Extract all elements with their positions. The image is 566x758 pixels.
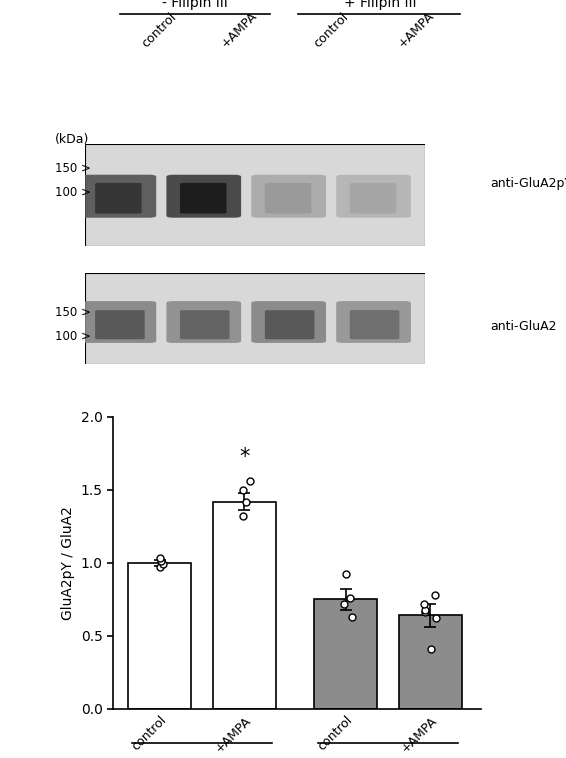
Bar: [314, 600, 378, 709]
FancyBboxPatch shape: [336, 301, 411, 343]
FancyBboxPatch shape: [82, 301, 156, 343]
Point: [419, 597, 428, 609]
Text: control: control: [139, 10, 179, 50]
Text: - Filipin III: - Filipin III: [162, 0, 228, 10]
FancyBboxPatch shape: [166, 174, 241, 218]
FancyBboxPatch shape: [265, 310, 315, 340]
Text: 100 >: 100 >: [55, 186, 91, 199]
Point: [242, 496, 251, 508]
FancyBboxPatch shape: [350, 183, 396, 214]
Point: [432, 612, 441, 625]
Point: [420, 606, 429, 619]
FancyBboxPatch shape: [180, 310, 230, 340]
Bar: [128, 562, 191, 709]
FancyBboxPatch shape: [95, 183, 142, 214]
Point: [156, 553, 165, 565]
Point: [157, 556, 166, 568]
FancyBboxPatch shape: [251, 301, 326, 343]
FancyBboxPatch shape: [85, 144, 424, 246]
Text: anti-GluA2: anti-GluA2: [490, 320, 556, 333]
Bar: [213, 502, 276, 709]
Text: anti-GluA2pY: anti-GluA2pY: [490, 177, 566, 190]
Text: *: *: [239, 446, 250, 466]
Point: [430, 589, 439, 601]
Text: +AMPA: +AMPA: [219, 9, 260, 50]
Point: [245, 475, 254, 487]
FancyBboxPatch shape: [85, 273, 424, 364]
Text: 150 >: 150 >: [55, 306, 91, 320]
FancyBboxPatch shape: [180, 183, 226, 214]
Point: [348, 611, 357, 623]
FancyBboxPatch shape: [350, 310, 400, 340]
FancyBboxPatch shape: [251, 174, 326, 218]
Text: 100 >: 100 >: [55, 330, 91, 343]
FancyBboxPatch shape: [336, 174, 411, 218]
Text: 150 >: 150 >: [55, 161, 91, 174]
Y-axis label: GluA2pY / GluA2: GluA2pY / GluA2: [61, 506, 75, 620]
Point: [158, 558, 167, 570]
Text: control: control: [311, 10, 351, 50]
FancyBboxPatch shape: [82, 174, 156, 218]
Bar: [398, 615, 462, 709]
Point: [342, 568, 351, 581]
Point: [427, 643, 436, 655]
Point: [420, 603, 429, 615]
Point: [345, 592, 354, 604]
Text: + Filipin III: + Filipin III: [344, 0, 416, 10]
Text: (kDa): (kDa): [55, 133, 89, 146]
Point: [340, 597, 349, 609]
Point: [239, 510, 248, 522]
FancyBboxPatch shape: [265, 183, 311, 214]
Point: [239, 484, 248, 496]
FancyBboxPatch shape: [166, 301, 241, 343]
FancyBboxPatch shape: [95, 310, 145, 340]
Text: +AMPA: +AMPA: [396, 9, 437, 50]
Point: [156, 561, 165, 573]
